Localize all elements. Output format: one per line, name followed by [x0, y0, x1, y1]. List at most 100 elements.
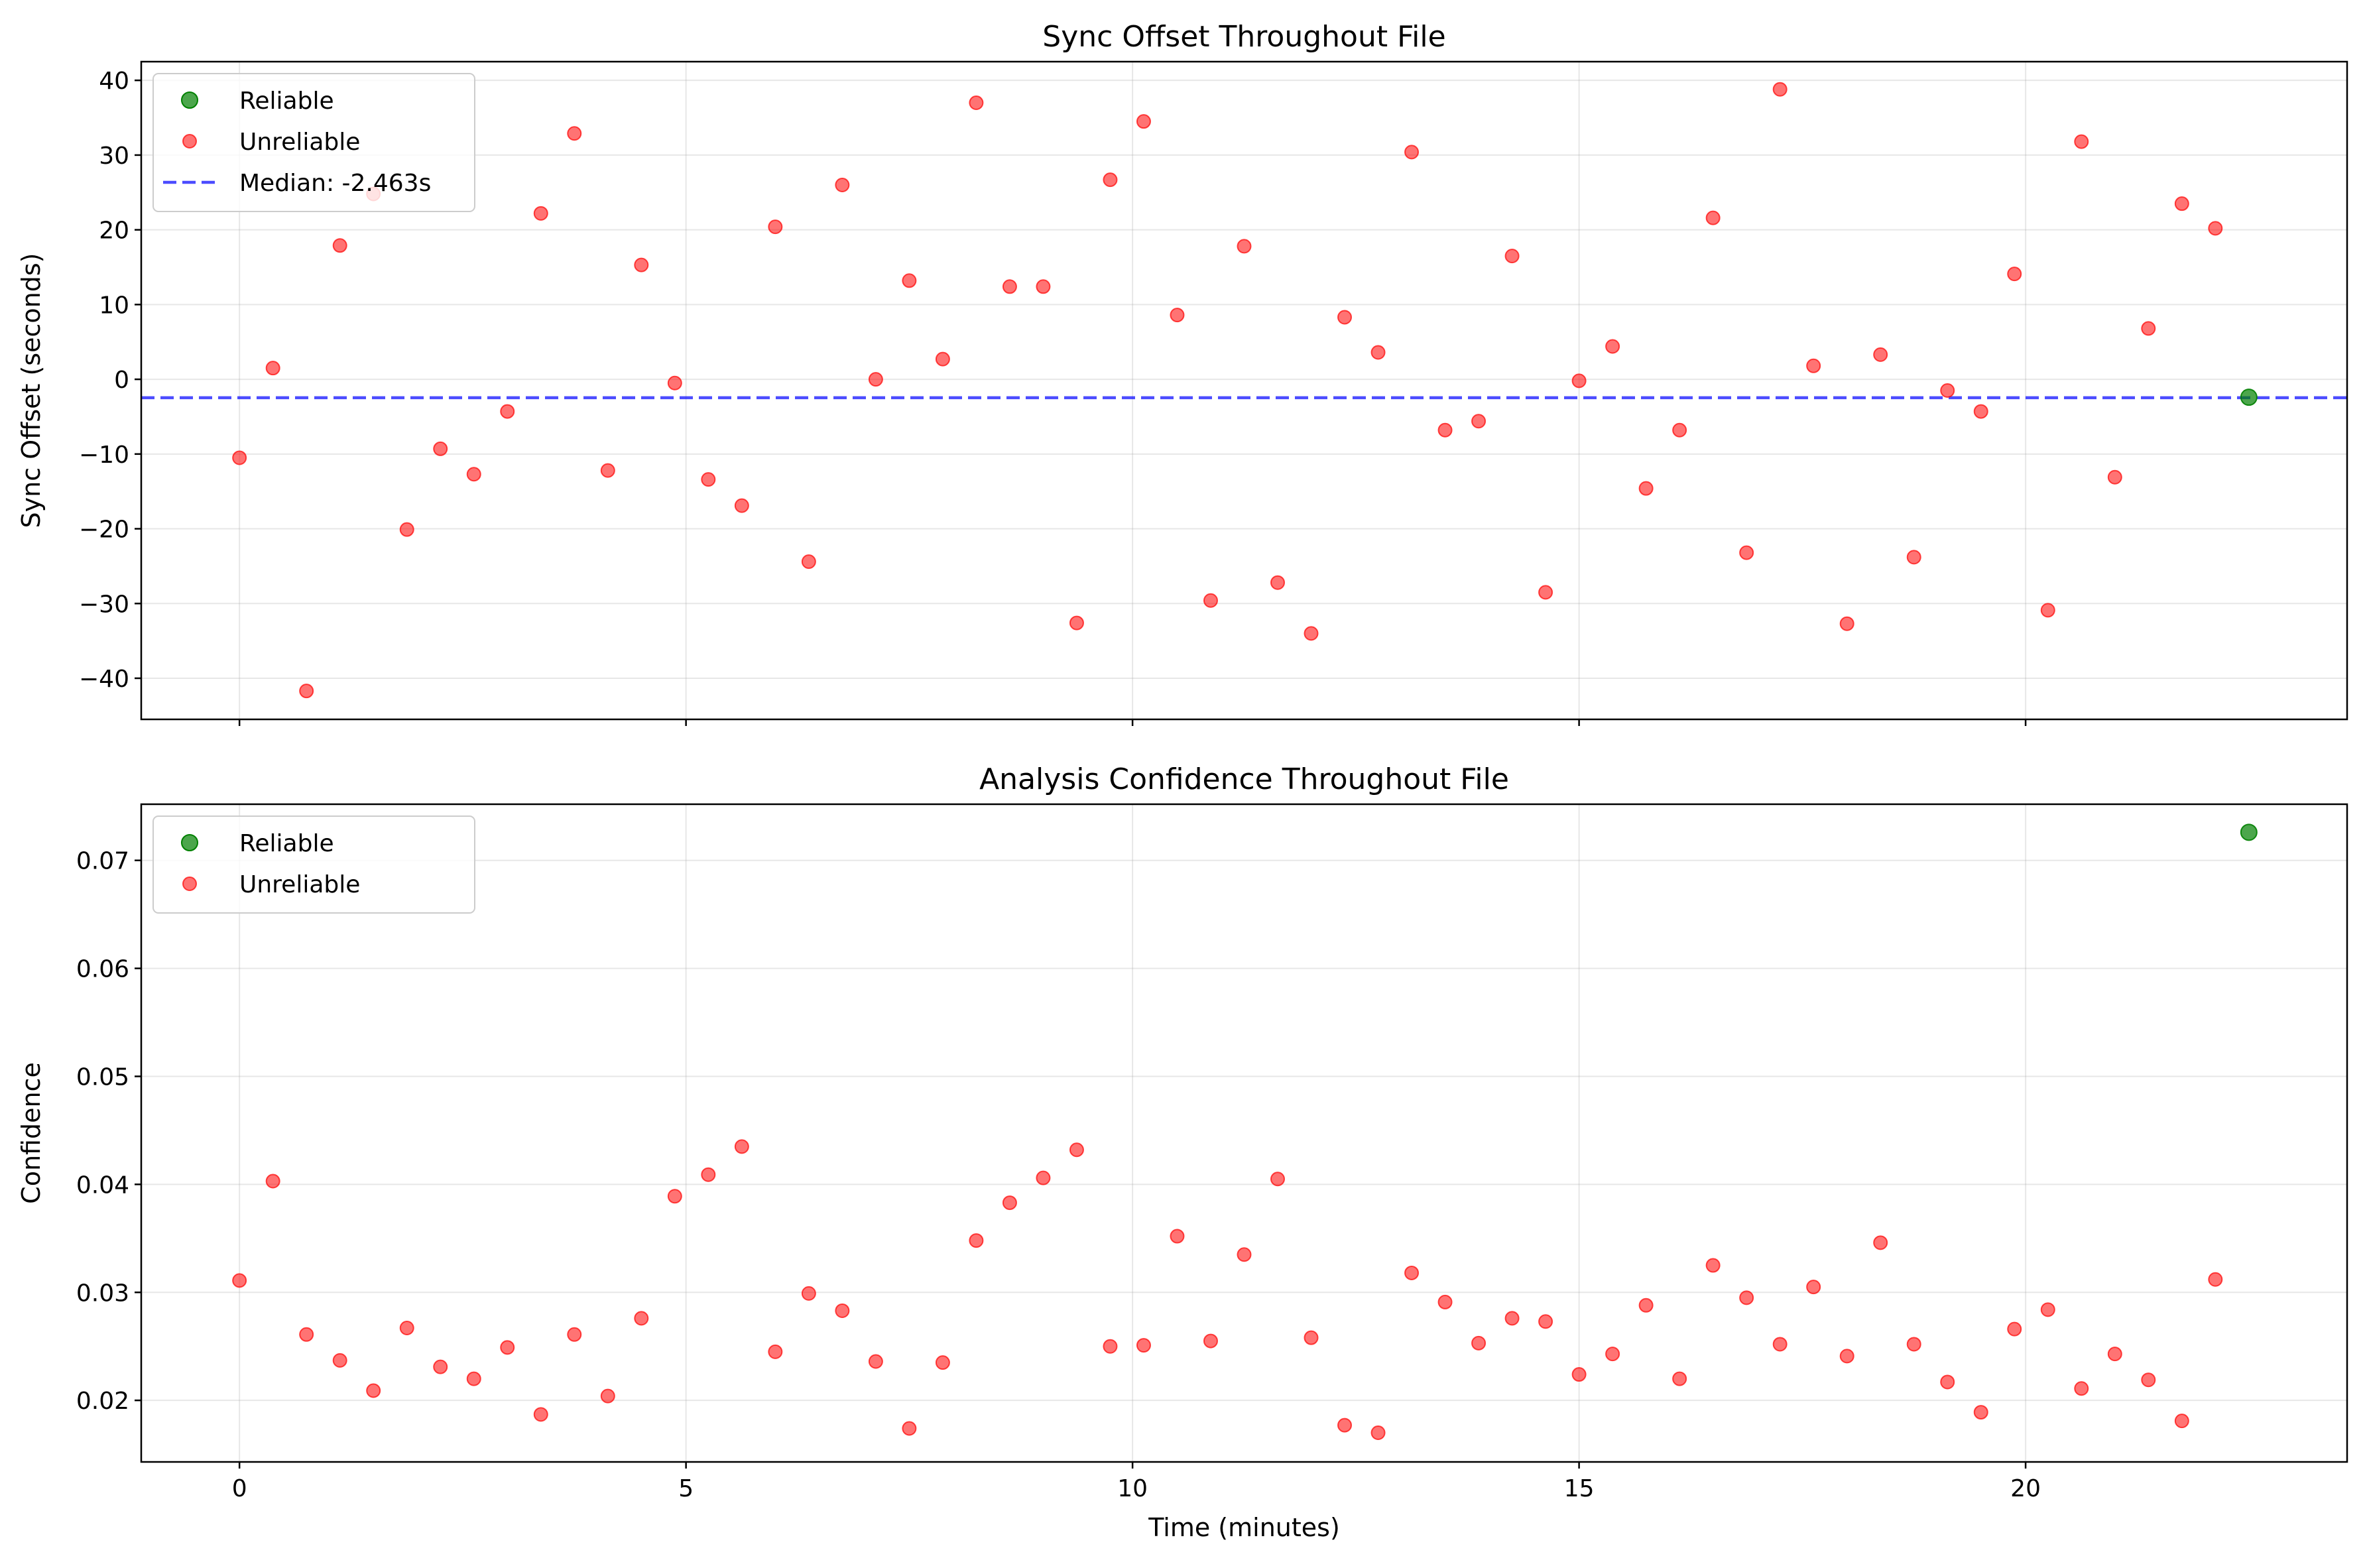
unreliable-point: [1370, 1425, 1386, 1441]
sync-offset-panel: −40 −30 −20 −10 0 10 20 30 40 Sync Offset Through…: [17, 20, 2348, 726]
unreliable-point: [2040, 603, 2055, 618]
unreliable-point: [1638, 1297, 1654, 1313]
legend-label: Unreliable: [239, 129, 360, 156]
unreliable-point: [1069, 615, 1084, 631]
unreliable-point: [1672, 1371, 1687, 1386]
unreliable-point: [1404, 1265, 1420, 1280]
unreliable-point: [868, 1354, 883, 1369]
unreliable-point: [1571, 1367, 1587, 1382]
x-tick-label: 15: [1564, 1475, 1595, 1502]
chart-title: Analysis Confidence Throughout File: [979, 762, 1509, 796]
unreliable-point: [768, 219, 783, 235]
unreliable-point: [1739, 545, 1754, 560]
unreliable-point: [1270, 1172, 1286, 1187]
unreliable-point: [567, 1327, 582, 1342]
unreliable-point: [1605, 1347, 1620, 1362]
unreliable-point: [1437, 422, 1453, 438]
unreliable-point: [935, 351, 950, 367]
unreliable-point: [2174, 196, 2189, 211]
y-tick-label: 10: [99, 292, 129, 319]
unreliable-point: [1036, 279, 1051, 294]
unreliable-point: [399, 1321, 414, 1336]
unreliable-point: [1772, 1337, 1788, 1352]
unreliable-point: [299, 684, 314, 699]
unreliable-point: [2208, 221, 2223, 236]
unreliable-point: [1270, 575, 1286, 590]
y-axis-label: Sync Offset (seconds): [17, 253, 46, 528]
legend-marker-unreliable: [182, 876, 197, 891]
y-tick-label: 20: [99, 217, 129, 245]
unreliable-point: [232, 1273, 247, 1288]
unreliable-point: [1471, 414, 1487, 429]
x-tick-label: 0: [232, 1475, 247, 1502]
unreliable-point: [1806, 358, 1821, 373]
legend-label: Reliable: [239, 830, 334, 857]
unreliable-point: [2107, 1347, 2122, 1362]
unreliable-point: [701, 472, 716, 487]
unreliable-point: [533, 1407, 548, 1422]
unreliable-point: [1839, 1349, 1854, 1364]
unreliable-point: [1002, 1195, 1017, 1211]
unreliable-point: [1237, 1247, 1252, 1262]
unreliable-point: [1237, 239, 1252, 254]
unreliable-point: [299, 1327, 314, 1342]
y-tick-label: 0.03: [76, 1280, 129, 1307]
y-tick-label: 40: [99, 68, 129, 95]
unreliable-point: [2208, 1272, 2223, 1287]
y-tick-label: 0.02: [76, 1388, 129, 1415]
unreliable-point: [835, 178, 850, 192]
x-tick-label: 10: [1117, 1475, 1148, 1502]
unreliable-point: [500, 404, 515, 419]
unreliable-point: [667, 375, 682, 391]
unreliable-point: [1940, 1374, 1955, 1390]
x-tick-label: 20: [2010, 1475, 2041, 1502]
unreliable-point: [1170, 1229, 1185, 1244]
unreliable-point: [2007, 1321, 2022, 1337]
y-tick-label: 0: [114, 367, 129, 394]
unreliable-point: [1337, 1417, 1353, 1433]
unreliable-point: [2141, 1372, 2156, 1388]
chart-title: Sync Offset Throughout File: [1042, 20, 1445, 54]
unreliable-point: [1705, 210, 1721, 225]
x-axis-label: Time (minutes): [1148, 1513, 1340, 1542]
legend-box: [152, 815, 475, 914]
unreliable-point: [634, 1311, 649, 1326]
unreliable-point: [433, 441, 448, 456]
unreliable-point: [1103, 172, 1118, 188]
unreliable-point: [1571, 373, 1587, 389]
unreliable-point: [1304, 626, 1319, 641]
unreliable-point: [1036, 1170, 1051, 1185]
unreliable-point: [2141, 321, 2156, 336]
unreliable-point: [935, 1355, 950, 1370]
y-tick-label: 0.06: [76, 956, 129, 983]
unreliable-point: [1370, 345, 1386, 360]
unreliable-point: [734, 498, 749, 513]
unreliable-point: [332, 238, 347, 253]
legend-label: Unreliable: [239, 871, 360, 898]
unreliable-point: [1806, 1280, 1821, 1295]
unreliable-point: [1471, 1335, 1487, 1351]
legend-marker-reliable: [181, 834, 198, 851]
unreliable-point: [1504, 1311, 1520, 1326]
unreliable-point: [1538, 585, 1553, 600]
reliable-point: [2240, 389, 2258, 406]
unreliable-point: [433, 1359, 448, 1374]
unreliable-point: [1940, 383, 1955, 398]
unreliable-point: [634, 257, 649, 272]
unreliable-point: [1538, 1314, 1553, 1329]
y-tick-label: −20: [79, 516, 129, 544]
unreliable-point: [1739, 1290, 1754, 1305]
unreliable-point: [1103, 1339, 1118, 1354]
confidence-panel: 0.02 0.03 0.04 0.05 0.06 0.07 0 5 10 15 20 Analysis…: [17, 762, 2348, 1542]
y-tick-label: −40: [79, 666, 129, 693]
unreliable-point: [500, 1340, 515, 1355]
unreliable-point: [1337, 310, 1353, 325]
y-tick-label: 0.05: [76, 1063, 129, 1091]
unreliable-point: [1873, 1235, 1888, 1250]
unreliable-point: [1404, 145, 1420, 160]
unreliable-point: [466, 467, 481, 482]
unreliable-point: [1504, 249, 1520, 264]
unreliable-point: [969, 1233, 984, 1248]
unreliable-point: [1437, 1294, 1453, 1309]
